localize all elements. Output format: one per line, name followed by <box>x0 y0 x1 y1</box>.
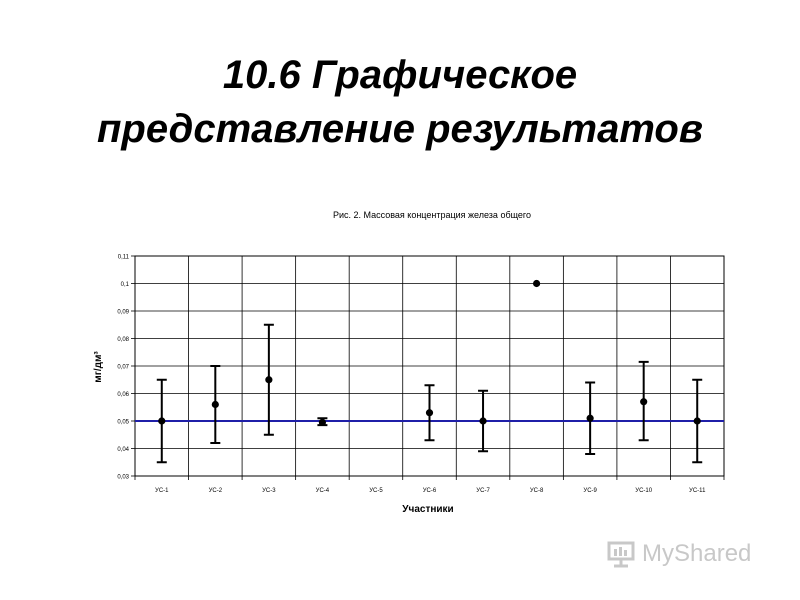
data-point <box>640 398 648 406</box>
y-tick-label: 0,08 <box>117 337 129 343</box>
x-tick-label: УС-5 <box>369 488 383 494</box>
y-tick-label: 0,06 <box>117 392 129 398</box>
y-axis-ticks: 0,03 0,04 0,05 0,06 0,07 0,08 0,09 0,1 0,11 <box>117 255 129 481</box>
data-point <box>265 376 273 384</box>
x-tick-label: УС-7 <box>476 488 490 494</box>
x-tick-label: УС-8 <box>530 488 544 494</box>
y-tick-label: 0,1 <box>121 282 130 288</box>
data-point <box>158 417 166 425</box>
y-tick-label: 0,05 <box>117 420 129 426</box>
x-axis-ticks: УС-1 УС-2 УС-3 УС-4 УС-5 УС-6 УС-7 УС-8 УС-9 УС-1… <box>155 488 706 494</box>
data-point <box>479 417 487 425</box>
watermark: MyShared <box>606 536 751 572</box>
data-point <box>693 417 701 425</box>
data-point <box>318 418 327 426</box>
watermark-text: MyShared <box>642 540 752 567</box>
x-tick-label: УС-10 <box>635 488 652 494</box>
y-tick-label: 0,11 <box>118 255 130 261</box>
x-tick-label: УС-11 <box>689 488 706 494</box>
y-tick-label: 0,09 <box>117 310 129 316</box>
x-tick-label: УС-9 <box>583 488 597 494</box>
data-point <box>211 400 219 409</box>
x-tick-label: УС-6 <box>423 488 437 494</box>
x-axis-label: Участники <box>402 504 453 515</box>
data-point <box>586 414 594 422</box>
slide-title: 10.6 Графическое представление результат… <box>0 48 800 156</box>
chart-title: Рис. 2. Массовая концентрация железа общ… <box>333 210 531 220</box>
presentation-board-icon <box>607 541 635 568</box>
slide-title-line-2: представление результатов <box>97 107 703 151</box>
slide-title-line-1: 10.6 Графическое <box>222 53 578 97</box>
x-tick-label: УС-4 <box>316 488 330 494</box>
x-tick-label: УС-1 <box>155 488 169 494</box>
data-points <box>158 279 701 426</box>
data-point <box>425 409 434 417</box>
x-tick-label: УС-2 <box>209 488 223 494</box>
data-point <box>532 279 541 288</box>
y-axis-label: мг/дм³ <box>93 351 104 383</box>
y-tick-label: 0,07 <box>117 365 129 371</box>
grid <box>131 255 725 480</box>
y-tick-label: 0,03 <box>117 475 129 481</box>
error-bars <box>156 323 703 464</box>
y-tick-label: 0,04 <box>117 447 129 453</box>
x-tick-label: УС-3 <box>262 488 276 494</box>
